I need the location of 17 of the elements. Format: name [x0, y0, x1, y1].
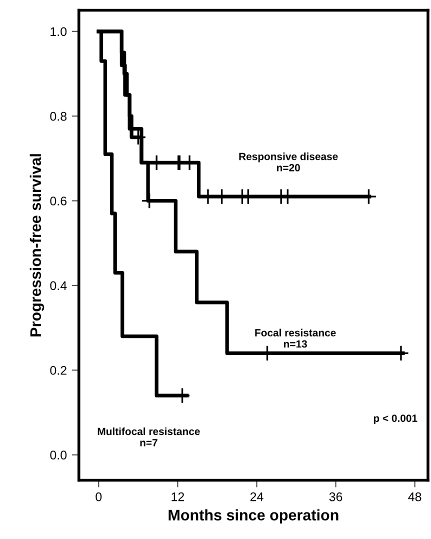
y-tick-label: 0.8 [50, 112, 67, 121]
y-tick-label: 0.2 [50, 366, 66, 375]
x-tick-label: 0 [96, 492, 102, 502]
x-tick-label: 24 [250, 492, 264, 502]
x-tick-label: 48 [408, 492, 422, 502]
y-tick-label: 1.0 [50, 27, 67, 36]
y-axis-title: Progression-free survival [30, 154, 44, 336]
y-tick-label: 0.4 [50, 281, 67, 290]
annotation: Multifocal resistance n=7 [98, 427, 200, 446]
annotation: Focal resistance n=13 [255, 328, 336, 348]
y-tick-label: 0.6 [50, 196, 67, 206]
x-tick-label: 36 [329, 492, 342, 502]
annotation: p < 0.001 [374, 414, 418, 424]
annotation: Responsive disease n=20 [239, 152, 338, 172]
y-tick-label: 0.0 [50, 450, 67, 460]
x-axis-title: Months since operation [168, 509, 338, 524]
x-tick-label: 12 [172, 492, 184, 502]
